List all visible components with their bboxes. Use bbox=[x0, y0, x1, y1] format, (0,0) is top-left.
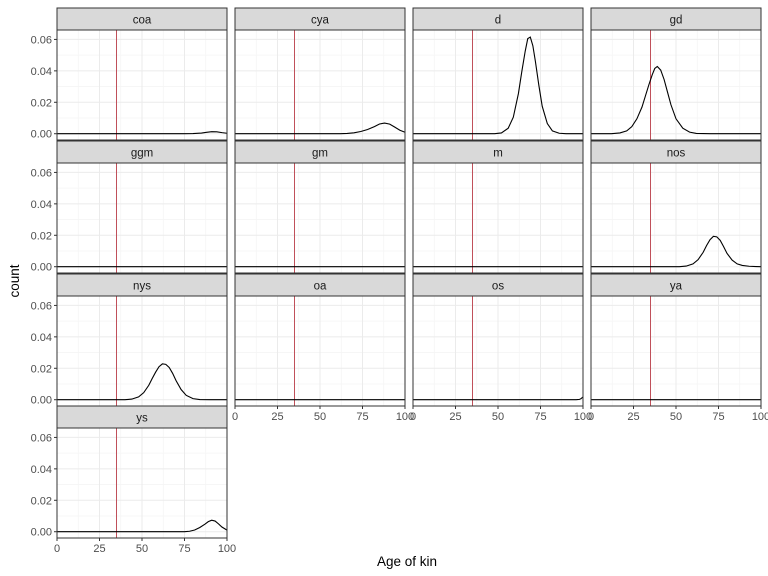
facet-strip-label: cya bbox=[311, 15, 330, 27]
x-tick-label: 50 bbox=[314, 411, 326, 423]
facet-panel-gd: gd bbox=[590, 7, 762, 141]
facet-panel-ys: ys 0.00 0.02 0.04 0.06 0 25 50 75 100 bbox=[31, 405, 236, 555]
x-tick-label: 25 bbox=[93, 543, 105, 555]
x-tick-label: 75 bbox=[178, 543, 190, 555]
facet-strip-label: gm bbox=[312, 148, 328, 160]
x-tick-label: 75 bbox=[356, 411, 368, 423]
density-line-gd bbox=[591, 65, 761, 135]
x-tick-label: 25 bbox=[271, 411, 283, 423]
y-tick-label: 0.06 bbox=[31, 34, 52, 46]
facet-strip-label: ggm bbox=[131, 148, 153, 160]
facet-strip-label: oa bbox=[314, 281, 327, 293]
y-tick-label: 0.06 bbox=[31, 167, 52, 179]
facet-strip-label: d bbox=[495, 15, 501, 27]
y-tick-label: 0.04 bbox=[31, 332, 52, 344]
facet-strip-label: ys bbox=[136, 413, 148, 425]
x-tick-label: 0 bbox=[54, 543, 60, 555]
x-tick-label: 25 bbox=[449, 411, 461, 423]
y-tick-label: 0.00 bbox=[31, 527, 52, 539]
y-tick-label: 0.00 bbox=[31, 262, 52, 274]
y-tick-label: 0.02 bbox=[31, 97, 52, 109]
facet-panel-nys: nys 0.00 0.02 0.04 0.06 bbox=[31, 273, 228, 407]
density-line-nos bbox=[591, 235, 762, 268]
x-tick-label: 50 bbox=[492, 411, 504, 423]
facet-strip-label: ya bbox=[670, 281, 683, 293]
y-tick-label: 0.02 bbox=[31, 230, 52, 242]
y-axis-title: count bbox=[7, 264, 22, 297]
density-line-coa bbox=[57, 131, 228, 135]
x-tick-label: 0 bbox=[410, 411, 416, 423]
panel-border bbox=[234, 29, 406, 141]
panel-border bbox=[56, 29, 228, 141]
facet-strip-label: os bbox=[492, 281, 504, 293]
density-line-nys bbox=[57, 363, 227, 401]
facet-panel-gm: gm bbox=[234, 140, 406, 274]
facet-panel-nos: nos bbox=[590, 140, 762, 274]
y-tick-label: 0.02 bbox=[31, 495, 52, 507]
x-tick-label: 0 bbox=[588, 411, 594, 423]
x-tick-label: 25 bbox=[627, 411, 639, 423]
panel-border bbox=[234, 162, 406, 274]
y-tick-label: 0.00 bbox=[31, 129, 52, 141]
facet-panel-oa: oa 0 25 50 75 100 bbox=[232, 273, 414, 423]
x-tick-label: 100 bbox=[218, 543, 236, 555]
x-tick-label: 50 bbox=[136, 543, 148, 555]
x-tick-label: 75 bbox=[712, 411, 724, 423]
facet-strip-label: nos bbox=[667, 148, 686, 160]
x-tick-label: 0 bbox=[232, 411, 238, 423]
x-tick-label: 50 bbox=[670, 411, 682, 423]
panel-border bbox=[590, 162, 762, 274]
panel-border bbox=[412, 29, 584, 141]
y-tick-label: 0.04 bbox=[31, 66, 52, 78]
panel-border bbox=[56, 162, 228, 274]
x-axis-title: Age of kin bbox=[377, 554, 437, 569]
panel-border bbox=[412, 162, 584, 274]
density-line-ys bbox=[57, 519, 228, 533]
facet-panels: coa 0.00 0.02 0.04 0.06 cya d gd ggm 0.00 0.02 0.04… bbox=[31, 7, 768, 555]
facet-panel-os: os 0 25 50 75 100 bbox=[410, 273, 592, 423]
y-tick-label: 0.04 bbox=[31, 199, 52, 211]
facet-strip-label: gd bbox=[670, 15, 683, 27]
x-tick-label: 100 bbox=[752, 411, 768, 423]
facet-strip-label: nys bbox=[133, 281, 151, 293]
y-tick-label: 0.06 bbox=[31, 300, 52, 312]
density-line-d bbox=[413, 36, 583, 135]
facet-strip-label: coa bbox=[133, 15, 152, 27]
x-tick-label: 100 bbox=[574, 411, 592, 423]
facet-panel-d: d bbox=[412, 7, 584, 141]
facet-panel-m: m bbox=[412, 140, 584, 274]
density-line-os bbox=[413, 396, 584, 401]
facet-panel-ggm: ggm 0.00 0.02 0.04 0.06 bbox=[31, 140, 228, 274]
facet-panel-ya: ya 0 25 50 75 100 bbox=[588, 273, 768, 423]
panel-border bbox=[590, 29, 762, 141]
x-tick-label: 100 bbox=[396, 411, 414, 423]
y-tick-label: 0.04 bbox=[31, 464, 52, 476]
y-tick-label: 0.06 bbox=[31, 432, 52, 444]
y-tick-label: 0.02 bbox=[31, 363, 52, 375]
y-tick-label: 0.00 bbox=[31, 395, 52, 407]
x-tick-label: 75 bbox=[534, 411, 546, 423]
facet-strip-label: m bbox=[493, 148, 503, 160]
density-line-cya bbox=[235, 122, 406, 135]
facet-panel-coa: coa 0.00 0.02 0.04 0.06 bbox=[31, 7, 228, 141]
facet-panel-cya: cya bbox=[234, 7, 406, 141]
